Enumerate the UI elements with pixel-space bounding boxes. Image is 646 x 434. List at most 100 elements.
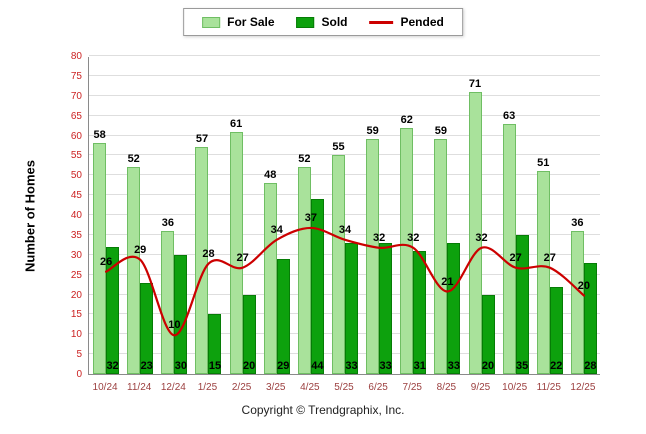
sold-value-label: 30 xyxy=(174,360,187,372)
legend-label-pended: Pended xyxy=(400,15,444,29)
y-tick-label: 55 xyxy=(70,150,82,162)
y-tick-label: 20 xyxy=(70,289,82,301)
sold-swatch-icon xyxy=(296,16,315,28)
legend-item-sold: Sold xyxy=(296,15,348,29)
for-sale-value-label: 52 xyxy=(298,153,311,166)
x-tick-label: 3/25 xyxy=(265,382,286,393)
gridline xyxy=(89,74,600,76)
for-sale-bar xyxy=(297,167,311,374)
sold-value-label: 20 xyxy=(481,360,495,372)
sold-bar xyxy=(345,242,358,374)
for-sale-bar xyxy=(400,127,414,374)
y-tick-label: 75 xyxy=(70,70,82,82)
y-tick-label: 25 xyxy=(70,269,82,281)
pended-value-label: 32 xyxy=(475,231,488,244)
legend-item-for-sale: For Sale xyxy=(202,15,275,29)
for-sale-value-label: 48 xyxy=(264,169,277,182)
for-sale-bar xyxy=(536,171,550,374)
x-tick-label: 12/25 xyxy=(570,382,596,393)
legend: For Sale Sold Pended xyxy=(183,8,463,36)
for-sale-value-label: 36 xyxy=(161,216,174,229)
sold-bar xyxy=(413,250,427,374)
x-tick-label: 10/24 xyxy=(92,382,118,393)
gridline xyxy=(89,134,600,136)
x-tick-label: 6/25 xyxy=(368,382,388,393)
y-tick-label: 80 xyxy=(70,51,82,62)
for-sale-value-label: 71 xyxy=(468,77,482,90)
sold-value-label: 29 xyxy=(277,360,290,372)
sold-value-label: 33 xyxy=(379,360,392,372)
y-axis-title: Number of Homes xyxy=(22,160,38,272)
pended-value-label: 29 xyxy=(134,243,147,256)
for-sale-value-label: 51 xyxy=(537,157,550,170)
x-tick-label: 2/25 xyxy=(231,382,252,393)
for-sale-swatch-icon xyxy=(202,16,221,28)
y-tick-label: 60 xyxy=(70,130,82,142)
sold-bar xyxy=(276,258,290,374)
sold-value-label: 20 xyxy=(242,360,256,372)
pended-value-label: 37 xyxy=(304,211,317,224)
gridline xyxy=(89,154,600,156)
sold-value-label: 31 xyxy=(413,360,426,372)
sold-value-label: 28 xyxy=(584,360,597,372)
pended-value-label: 21 xyxy=(441,275,454,288)
x-tick-label: 7/25 xyxy=(402,382,422,393)
for-sale-value-label: 59 xyxy=(434,125,448,138)
x-tick-label: 9/25 xyxy=(470,382,491,393)
pended-line-swatch-icon xyxy=(369,20,394,24)
y-tick-label: 40 xyxy=(70,210,82,221)
gridline xyxy=(89,114,600,116)
for-sale-bar xyxy=(127,167,141,374)
sold-bar xyxy=(379,242,393,374)
y-tick-label: 0 xyxy=(76,369,82,380)
for-sale-value-label: 58 xyxy=(93,129,106,142)
y-tick-label: 45 xyxy=(70,190,82,202)
y-tick-label: 65 xyxy=(70,110,82,122)
x-tick-label: 12/24 xyxy=(160,382,186,393)
y-tick-label: 10 xyxy=(70,329,82,341)
y-tick-label: 5 xyxy=(76,349,82,361)
gridline xyxy=(89,55,600,56)
for-sale-bar xyxy=(195,147,209,374)
for-sale-value-label: 59 xyxy=(366,125,379,138)
x-tick-label: 1/25 xyxy=(197,382,218,393)
x-tick-label: 11/25 xyxy=(536,382,561,393)
x-tick-label: 11/24 xyxy=(127,382,152,393)
sold-value-label: 22 xyxy=(550,360,563,372)
for-sale-bar xyxy=(502,123,516,374)
x-tick-label: 5/25 xyxy=(334,382,354,393)
for-sale-value-label: 36 xyxy=(571,216,584,229)
pended-value-label: 20 xyxy=(577,279,591,292)
for-sale-bar xyxy=(332,155,345,374)
pended-value-label: 32 xyxy=(407,231,420,244)
legend-label-for-sale: For Sale xyxy=(227,15,275,29)
y-tick-label: 50 xyxy=(70,170,82,182)
sold-bar xyxy=(174,254,188,374)
sold-value-label: 44 xyxy=(311,360,324,372)
for-sale-value-label: 52 xyxy=(127,153,140,166)
for-sale-value-label: 55 xyxy=(332,141,345,154)
y-tick-label: 35 xyxy=(70,229,82,241)
pended-value-label: 34 xyxy=(270,223,283,236)
pended-value-label: 27 xyxy=(236,251,249,264)
sold-value-label: 23 xyxy=(140,360,153,372)
sold-value-label: 33 xyxy=(345,360,358,372)
pended-value-label: 26 xyxy=(99,255,113,268)
x-tick-label: 4/25 xyxy=(300,382,320,393)
y-tick-label: 70 xyxy=(70,90,82,102)
plot-area: 58 32 26 52 23 29 36 30 10 57 15 28 61 20 27 48 29 34 52 44… xyxy=(88,55,600,375)
x-tick-label: 10/25 xyxy=(502,382,528,393)
for-sale-value-label: 62 xyxy=(400,113,413,126)
pended-value-label: 27 xyxy=(543,251,556,264)
sold-value-label: 32 xyxy=(106,360,119,372)
for-sale-bar xyxy=(161,230,175,374)
sold-value-label: 35 xyxy=(516,360,529,372)
x-tick-label: 8/25 xyxy=(436,382,457,393)
sold-bar xyxy=(447,242,461,374)
legend-item-pended: Pended xyxy=(369,15,444,29)
sold-value-label: 33 xyxy=(447,360,461,372)
sold-bar xyxy=(310,199,324,374)
for-sale-bar xyxy=(570,230,584,374)
for-sale-bar xyxy=(263,183,277,374)
